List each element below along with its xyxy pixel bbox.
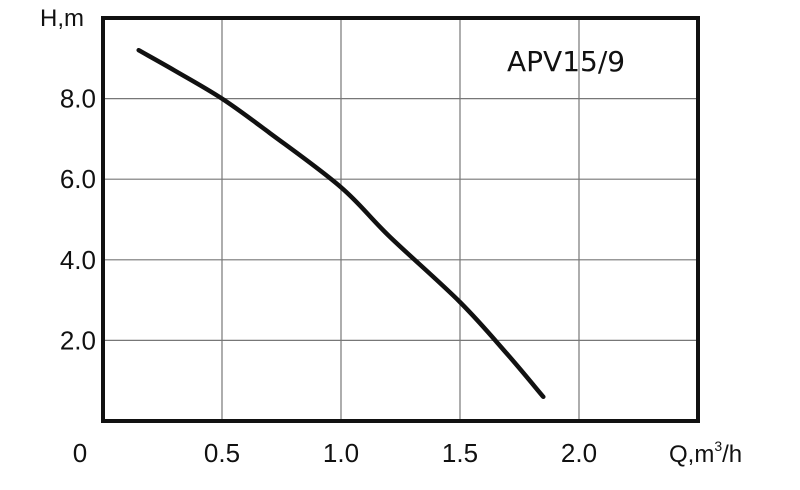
series-line-1: [136, 47, 546, 400]
x-tick-label-3: 1.5: [442, 438, 478, 468]
x-axis-label-unit: /h: [722, 441, 742, 468]
grid: [103, 18, 698, 421]
x-tick-label-2: 1.0: [323, 438, 359, 468]
x-tick-label-1: 0.5: [204, 438, 240, 468]
y-tick-label-3: 6.0: [60, 164, 96, 194]
origin-label: 0: [73, 438, 87, 468]
model-annotation: APV15/9: [507, 45, 625, 78]
y-tick-label-1: 2.0: [60, 325, 96, 355]
y-axis-label: H,m: [40, 5, 84, 32]
tick-labels: 0.5 1.0 1.5 2.0 2.0 4.0 6.0 8.0: [60, 84, 597, 468]
x-tick-label-4: 2.0: [561, 438, 597, 468]
x-axis-label-superscript: 3: [714, 438, 722, 454]
x-axis-label: Q,m3/h: [669, 438, 742, 468]
x-axis-label-main: Q,m: [669, 441, 714, 468]
y-tick-label-4: 8.0: [60, 84, 96, 114]
series-layer: [136, 47, 546, 400]
plot-frame: [101, 16, 700, 423]
y-tick-label-2: 4.0: [60, 245, 96, 275]
